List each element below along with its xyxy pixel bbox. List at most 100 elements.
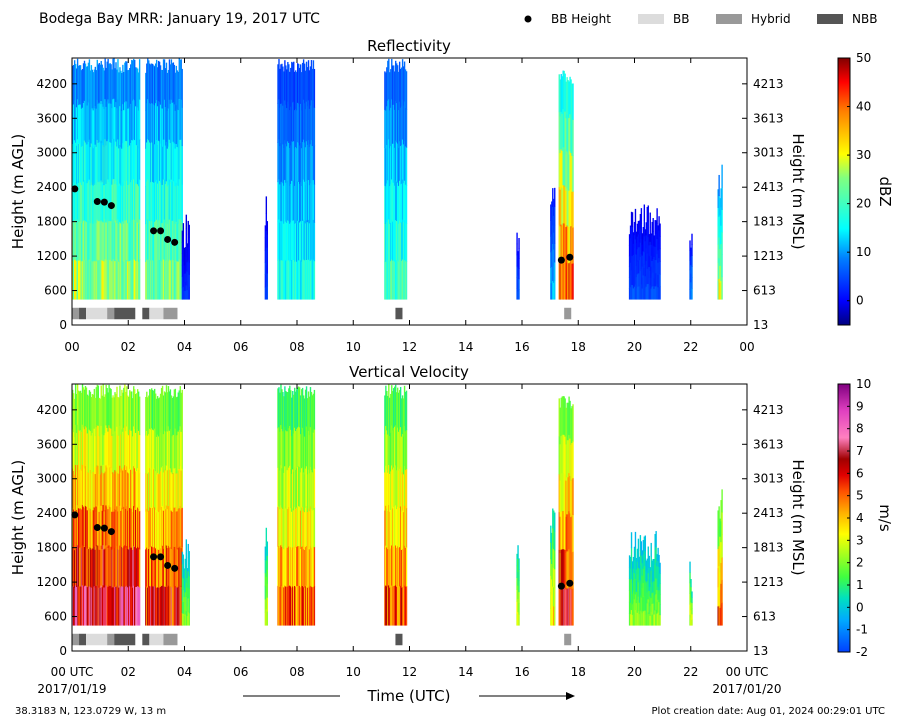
echo-pixel (81, 384, 84, 425)
echo-pixel (278, 99, 280, 140)
echo-pixel (395, 140, 397, 181)
echo-pixel (563, 223, 565, 262)
echo-pixel (656, 601, 658, 614)
echo-pixel (72, 586, 75, 626)
legend-label: BB Height (551, 12, 611, 26)
echo-pixel (265, 527, 268, 545)
echo-pixel (287, 392, 289, 432)
panel-title: Reflectivity (367, 37, 451, 55)
echo-pixel (277, 585, 279, 626)
y-tick-label: 4200 (36, 403, 67, 417)
echo-pixel (720, 225, 722, 245)
echo-pixel (163, 586, 166, 626)
echo-pixel (81, 584, 84, 626)
echo-pixel (570, 189, 572, 227)
echo-pixel (277, 427, 279, 468)
echo-pixel (302, 99, 305, 140)
echo-pixel (391, 98, 393, 140)
echo-pixel (74, 585, 77, 626)
echo-pixel (637, 610, 640, 626)
echo-pixel (283, 71, 285, 110)
echo-pixel (720, 604, 722, 626)
echo-pixel (96, 585, 98, 626)
colorbar-tick-label: 6 (856, 466, 864, 480)
echo-pixel (284, 259, 286, 300)
echo-pixel (178, 58, 180, 99)
echo-pixel (646, 268, 648, 285)
echo-pixel (159, 393, 162, 433)
echo-pixel (306, 105, 309, 145)
echo-pixel (78, 221, 81, 261)
echo-pixel (718, 585, 720, 606)
echo-pixel (570, 225, 572, 263)
echo-pixel (403, 101, 406, 142)
echo-pixel (387, 510, 389, 550)
echo-pixel (121, 223, 123, 262)
echo-pixel (88, 390, 91, 430)
echo-pixel (89, 586, 92, 626)
echo-pixel (297, 220, 300, 261)
echo-pixel (384, 472, 386, 511)
colorbar-tick-label: 40 (856, 100, 871, 114)
echo-pixel (133, 505, 135, 546)
echo-pixel (131, 219, 133, 260)
echo-pixel (392, 469, 394, 509)
echo-pixel (165, 141, 168, 182)
echo-pixel (296, 147, 298, 187)
echo-pixel (77, 468, 80, 509)
echo-pixel (180, 547, 182, 587)
echo-pixel (558, 511, 560, 550)
echo-pixel (149, 507, 151, 547)
echo-pixel (634, 562, 637, 579)
echo-pixel (90, 143, 93, 183)
echo-pixel (632, 602, 635, 615)
echo-pixel (292, 180, 294, 221)
echo-pixel (78, 391, 81, 431)
echo-pixel (654, 549, 656, 565)
echo-pixel (565, 552, 567, 590)
echo-pixel (87, 141, 90, 182)
echo-pixel (158, 140, 161, 181)
echo-pixel (91, 260, 94, 300)
echo-pixel (633, 286, 636, 300)
echo-pixel (563, 108, 565, 148)
echo-pixel (103, 549, 105, 588)
echo-pixel (300, 72, 303, 111)
echo-pixel (129, 468, 131, 509)
echo-pixel (124, 102, 126, 142)
colorbar-tick-label: 10 (856, 245, 871, 259)
echo-pixel (552, 566, 554, 587)
echo-pixel (637, 220, 640, 235)
echo-pixel (173, 428, 176, 469)
echo-pixel (387, 586, 389, 626)
echo-pixel (147, 218, 149, 260)
echo-pixel (108, 545, 110, 586)
x-axis-label: Time (UTC) (367, 687, 451, 705)
echo-pixel (653, 288, 655, 300)
echo-pixel (278, 259, 280, 300)
echo-pixel (561, 434, 563, 474)
echo-pixel (631, 571, 634, 583)
echo-pixel (92, 586, 95, 626)
echo-pixel (635, 557, 638, 570)
echo-pixel (403, 585, 406, 626)
echo-pixel (388, 504, 390, 546)
echo-pixel (160, 467, 163, 507)
echo-pixel (396, 387, 399, 428)
echo-pixel (266, 247, 269, 261)
echo-pixel (86, 260, 89, 300)
echo-pixel (152, 63, 154, 104)
echo-pixel (646, 614, 648, 626)
echo-pixel (402, 587, 405, 626)
echo-pixel (305, 386, 308, 427)
echo-pixel (637, 567, 640, 583)
legend-item: Hybrid (716, 12, 791, 26)
echo-pixel (188, 612, 190, 626)
echo-pixel (264, 286, 267, 300)
echo-pixel (161, 465, 164, 506)
echo-pixel (648, 266, 650, 278)
echo-pixel (651, 260, 653, 274)
echo-pixel (390, 69, 392, 108)
x-tick-label: 10 (346, 665, 361, 679)
echo-pixel (117, 99, 119, 140)
